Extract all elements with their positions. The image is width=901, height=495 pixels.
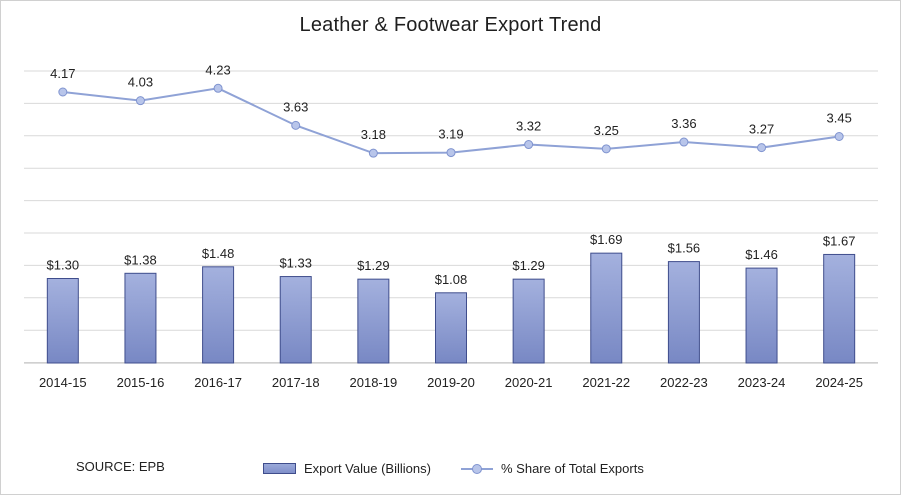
bar-export-value <box>823 253 856 364</box>
line-data-label: 3.27 <box>749 122 774 137</box>
x-tick-label: 2015-16 <box>117 375 165 390</box>
bar-export-value <box>357 278 390 364</box>
line-data-label: 3.19 <box>438 127 463 142</box>
bar-export-value <box>202 266 235 364</box>
line-point <box>368 148 378 158</box>
bar-data-label: $1.29 <box>357 258 390 273</box>
bar-export-value <box>590 252 623 364</box>
x-tick-label: 2023-24 <box>738 375 786 390</box>
bar-export-value <box>435 292 467 364</box>
bar-export-value <box>667 261 700 364</box>
x-tick-label: 2019-20 <box>427 375 475 390</box>
x-tick-label: 2016-17 <box>194 375 242 390</box>
x-tick-label: 2021-22 <box>582 375 630 390</box>
bar-data-label: $1.33 <box>279 256 312 271</box>
x-tick-label: 2020-21 <box>505 375 553 390</box>
line-point <box>834 131 844 141</box>
line-point <box>58 87 68 97</box>
x-tick-label: 2024-25 <box>815 375 863 390</box>
line-point <box>757 143 767 153</box>
line-data-label: 3.18 <box>361 127 386 142</box>
bar-data-label: $1.69 <box>590 232 623 247</box>
line-point <box>601 144 611 154</box>
bar-data-label: $1.38 <box>124 252 157 267</box>
legend-line-swatch <box>461 463 493 475</box>
line-data-label: 3.32 <box>516 119 541 134</box>
bar-export-value <box>124 272 157 364</box>
bar-export-value <box>279 276 312 364</box>
line-point <box>446 148 456 158</box>
bar-export-value <box>745 267 778 364</box>
bar-export-value <box>46 278 79 364</box>
line-point <box>213 83 223 93</box>
line-data-label: 4.17 <box>50 66 75 81</box>
bar-data-label: $1.56 <box>668 241 701 256</box>
bar-data-label: $1.29 <box>512 258 545 273</box>
line-data-label: 4.03 <box>128 75 153 90</box>
bar-data-label: $1.46 <box>745 247 778 262</box>
bar-data-label: $1.30 <box>47 258 80 273</box>
line-point <box>291 120 301 130</box>
line-data-label: 3.45 <box>827 110 852 125</box>
x-tick-label: 2014-15 <box>39 375 87 390</box>
line-data-label: 3.25 <box>594 123 619 138</box>
source-note: SOURCE: EPB <box>76 459 165 474</box>
legend-label-share: % Share of Total Exports <box>501 461 644 476</box>
line-share-of-exports <box>62 87 840 155</box>
line-point <box>524 140 534 150</box>
line-point <box>135 96 145 106</box>
line-data-label: 3.36 <box>671 116 696 131</box>
legend-item-export-value: Export Value (Billions) <box>263 461 431 476</box>
x-tick-label: 2017-18 <box>272 375 320 390</box>
x-tick-label: 2022-23 <box>660 375 708 390</box>
bar-data-label: $1.67 <box>823 233 856 248</box>
legend-label-export-value: Export Value (Billions) <box>304 461 431 476</box>
line-point <box>679 137 689 147</box>
bar-data-label: $1.48 <box>202 246 235 261</box>
line-data-label: 4.23 <box>205 62 230 77</box>
legend-item-share: % Share of Total Exports <box>461 461 644 476</box>
line-data-label: 3.63 <box>283 99 308 114</box>
bar-data-label: $1.08 <box>435 272 468 287</box>
bar-export-value <box>512 278 545 364</box>
legend-bar-swatch <box>263 463 296 474</box>
chart-title: Leather & Footwear Export Trend <box>299 14 602 36</box>
x-tick-label: 2018-19 <box>350 375 398 390</box>
